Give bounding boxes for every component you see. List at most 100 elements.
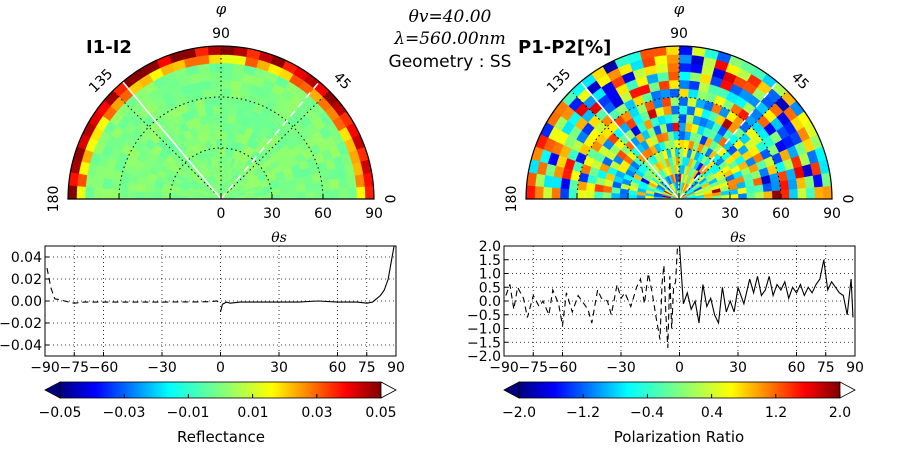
polar-cell [102, 178, 113, 190]
polar-cell [678, 113, 687, 124]
polar-right-radial-90: 90 [823, 206, 841, 222]
polar-cell [542, 186, 553, 199]
polar-cell [687, 88, 699, 99]
polar-cell [672, 130, 680, 140]
polar-cell [684, 122, 693, 133]
polar-cell [678, 130, 686, 140]
line-plot-right-xtick-label: 0 [675, 360, 684, 376]
polar-grid-spoke [220, 90, 330, 200]
polar-left-outline [67, 45, 375, 200]
colorbar-right-gradient [518, 381, 841, 399]
polar-cell [754, 191, 765, 199]
polar-cell [211, 88, 222, 98]
polar-cell [152, 192, 162, 199]
polar-right-angle-180: 180 [504, 186, 520, 213]
polar-cell [198, 71, 211, 83]
polar-cell [220, 62, 234, 73]
polar-cell [627, 194, 637, 199]
colorbar-right-tick-5: 2.0 [829, 405, 851, 421]
polar-cell [685, 114, 694, 124]
polar-left-plot: I1-I2 φ 90 135 45 180 0 0 30 60 90 [46, 0, 397, 222]
polar-cell [203, 97, 214, 108]
polar-grid-circle [627, 147, 731, 200]
polar-cell [220, 54, 234, 64]
line-plot-right-xtick-label: 60 [788, 360, 806, 376]
polar-cell [795, 176, 807, 189]
polar-cell [678, 54, 692, 64]
line-plot-right-series-dashed [505, 246, 679, 348]
polar-cell [814, 186, 824, 199]
polar-cell [118, 189, 129, 199]
polar-cell [321, 179, 332, 191]
polar-cell [585, 190, 595, 199]
polar-cell [658, 80, 670, 91]
polar-cell [678, 139, 685, 149]
polar-cell [339, 187, 349, 199]
polar-cell [220, 88, 231, 98]
polar-grid-spoke [678, 90, 788, 200]
polar-cell [577, 181, 588, 192]
polar-cell [551, 176, 563, 189]
polar-cell [671, 113, 680, 124]
line-plot-right-ytick-label: −1.0 [467, 322, 501, 338]
polar-cell [665, 46, 680, 56]
polar-cell [688, 80, 700, 91]
polar-cell [85, 175, 96, 189]
line-plot-left-xtick-label: 90 [387, 360, 405, 376]
polar-cell [68, 185, 78, 199]
polar-cell [288, 192, 298, 199]
polar-cell [220, 105, 230, 115]
polar-cell [666, 54, 680, 64]
polar-cell [670, 105, 680, 115]
polar-cell [669, 88, 680, 98]
polar-left-grid [67, 46, 375, 200]
polar-grid-spoke [570, 90, 680, 200]
polar-cell [771, 189, 782, 199]
polar-cell [568, 189, 578, 199]
polar-cell [364, 185, 374, 199]
polar-right-phi-label: φ [674, 0, 685, 18]
polar-cell [135, 191, 146, 199]
polar-cell [231, 63, 245, 74]
polar-left-phi-label: φ [216, 0, 227, 18]
line-plot-left-ytick-label: 0.02 [11, 272, 42, 288]
polar-cell [144, 192, 154, 199]
header-geometry: Geometry : SS [389, 52, 512, 72]
polar-cell [212, 105, 222, 115]
polar-cell [228, 105, 238, 116]
polar-left-angle-90: 90 [212, 26, 230, 42]
polar-cell [330, 188, 341, 199]
polar-cell [329, 178, 340, 190]
polar-cell [119, 181, 130, 192]
polar-cell [678, 96, 689, 107]
polar-cell [84, 186, 95, 199]
polar-cell [686, 105, 696, 116]
polar-cell [804, 175, 815, 189]
line-plot-left-xtick-label: 0 [216, 360, 225, 376]
line-plot-right-series-solid [678, 246, 854, 325]
polar-cell [296, 191, 307, 199]
polar-left-radial-0: 0 [217, 206, 226, 222]
polar-left-title: I1-I2 [86, 37, 132, 58]
line-plot-right-xtick-label: −90 [489, 360, 519, 376]
polar-cell [110, 189, 120, 199]
polar-cell [686, 97, 697, 108]
colorbar-right: −2.0 −1.2 −0.4 0.4 1.2 2.0 Polarization … [502, 381, 856, 446]
polar-cell [602, 185, 613, 194]
line-plot-left-ytick-label: −0.02 [0, 316, 42, 332]
polar-cell [678, 46, 693, 56]
line-plot-left-xtick-label: 60 [329, 360, 347, 376]
polar-cell [678, 71, 691, 81]
line-plot-right-xtick-label: 75 [817, 360, 835, 376]
line-plot-left-ytick-label: 0.00 [11, 294, 42, 310]
polar-left-angle-45: 45 [330, 69, 354, 93]
polar-cell [220, 139, 227, 149]
polar-cell [672, 122, 680, 132]
polar-cell [220, 147, 226, 157]
polar-view-line [122, 81, 222, 200]
polar-cell [656, 71, 669, 83]
polar-grid-circle [169, 147, 273, 200]
polar-cell [210, 79, 222, 90]
polar-view-line [580, 81, 680, 200]
polar-cell [568, 179, 579, 191]
